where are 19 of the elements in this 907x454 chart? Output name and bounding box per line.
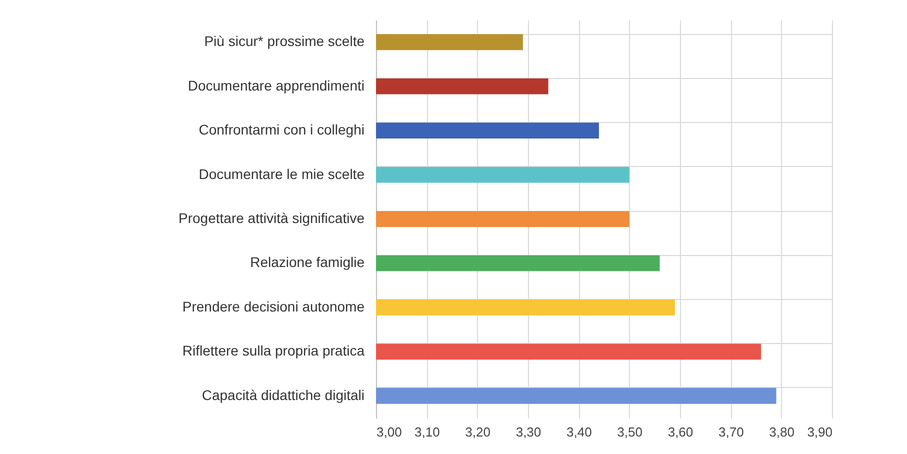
x-tick-label: 3,00 xyxy=(376,424,402,440)
x-tick-label: 3,30 xyxy=(516,424,542,440)
y-tick-label: Prendere decisioni autonome xyxy=(182,298,365,314)
x-tick-label: 3,40 xyxy=(566,424,592,440)
x-tick-label: 3,50 xyxy=(617,424,642,440)
x-tick-label: 3,90 xyxy=(807,424,832,440)
y-tick-label: Progettare attività significative xyxy=(178,210,365,226)
y-tick-label: Documentare apprendimenti xyxy=(188,77,364,94)
y-tick-label: Più sicur* prossime scelte xyxy=(204,33,365,50)
x-tick-label: 3,60 xyxy=(668,424,694,440)
x-tick-label: 3,20 xyxy=(465,424,490,440)
y-tick-label: Riflettere sulla propria pratica xyxy=(182,342,365,359)
x-tick-label: 3,70 xyxy=(718,424,744,440)
y-tick-label: Relazione famiglie xyxy=(250,254,365,270)
y-tick-label: Confrontarmi con i colleghi xyxy=(198,122,364,138)
y-tick-label: Capacità didattiche digitali xyxy=(202,386,364,403)
x-tick-label: 3,10 xyxy=(414,424,440,440)
x-tick-label: 3,80 xyxy=(769,424,794,440)
y-tick-label: Documentare le mie scelte xyxy=(198,166,365,182)
